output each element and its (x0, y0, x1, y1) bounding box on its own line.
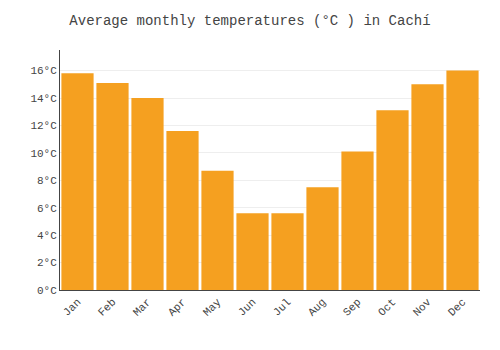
svg-text:Nov: Nov (411, 296, 434, 319)
svg-text:2°C: 2°C (37, 257, 57, 269)
svg-text:8°C: 8°C (37, 175, 57, 187)
svg-text:Aug: Aug (306, 296, 328, 318)
svg-text:Mar: Mar (131, 296, 153, 318)
svg-text:Average monthly temperatures (: Average monthly temperatures (°C ) in Ca… (69, 13, 430, 29)
svg-text:May: May (201, 296, 224, 319)
svg-text:Jan: Jan (61, 296, 83, 318)
svg-text:Apr: Apr (166, 296, 188, 318)
svg-text:0°C: 0°C (37, 285, 57, 297)
svg-text:Sep: Sep (341, 296, 363, 318)
svg-text:Feb: Feb (96, 296, 118, 318)
svg-text:Jun: Jun (236, 296, 258, 318)
svg-text:Dec: Dec (446, 296, 468, 318)
svg-text:Oct: Oct (376, 296, 398, 318)
svg-text:10°C: 10°C (30, 148, 57, 160)
svg-text:14°C: 14°C (30, 93, 57, 105)
svg-text:6°C: 6°C (37, 203, 57, 215)
svg-text:16°C: 16°C (30, 65, 57, 77)
svg-text:12°C: 12°C (30, 120, 57, 132)
svg-text:4°C: 4°C (37, 230, 57, 242)
svg-text:Jul: Jul (271, 296, 293, 318)
